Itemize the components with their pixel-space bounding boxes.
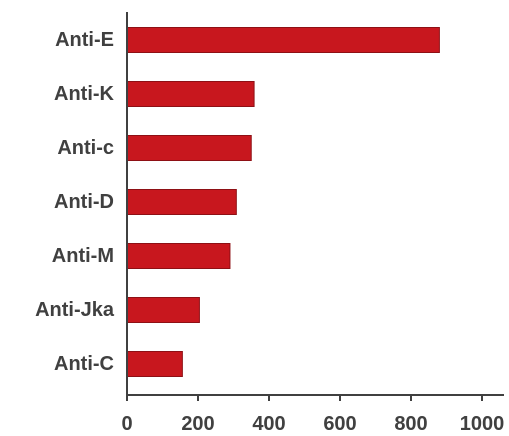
bars — [126, 27, 440, 377]
category-label: Anti-E — [55, 29, 114, 51]
bar-anti-jka — [126, 297, 200, 323]
category-label: Anti-D — [54, 191, 114, 213]
x-tick-label: 400 — [252, 413, 285, 435]
x-tick-label: 200 — [181, 413, 214, 435]
x-tick-label: 0 — [121, 413, 132, 435]
bar-anti-m — [126, 243, 231, 269]
category-labels: Anti-E Anti-K Anti-c Anti-D Anti-M Anti-Jka An… — [35, 29, 115, 375]
x-tick-label: 1000 — [460, 413, 505, 435]
category-label: Anti-C — [54, 353, 114, 375]
x-tick-label: 600 — [323, 413, 356, 435]
category-label: Anti-K — [54, 83, 115, 105]
category-label: Anti-Jka — [35, 299, 115, 321]
category-label: Anti-M — [52, 245, 114, 267]
x-axis-ticks: 0 200 400 600 800 1000 — [121, 395, 504, 435]
category-label: Anti-c — [57, 137, 114, 159]
bar-anti-c — [126, 135, 252, 161]
bar-anti-c — [126, 351, 183, 377]
bar-anti-e — [126, 27, 440, 53]
bar-anti-k — [126, 81, 255, 107]
x-tick-label: 800 — [394, 413, 427, 435]
bar-anti-d — [126, 189, 237, 215]
